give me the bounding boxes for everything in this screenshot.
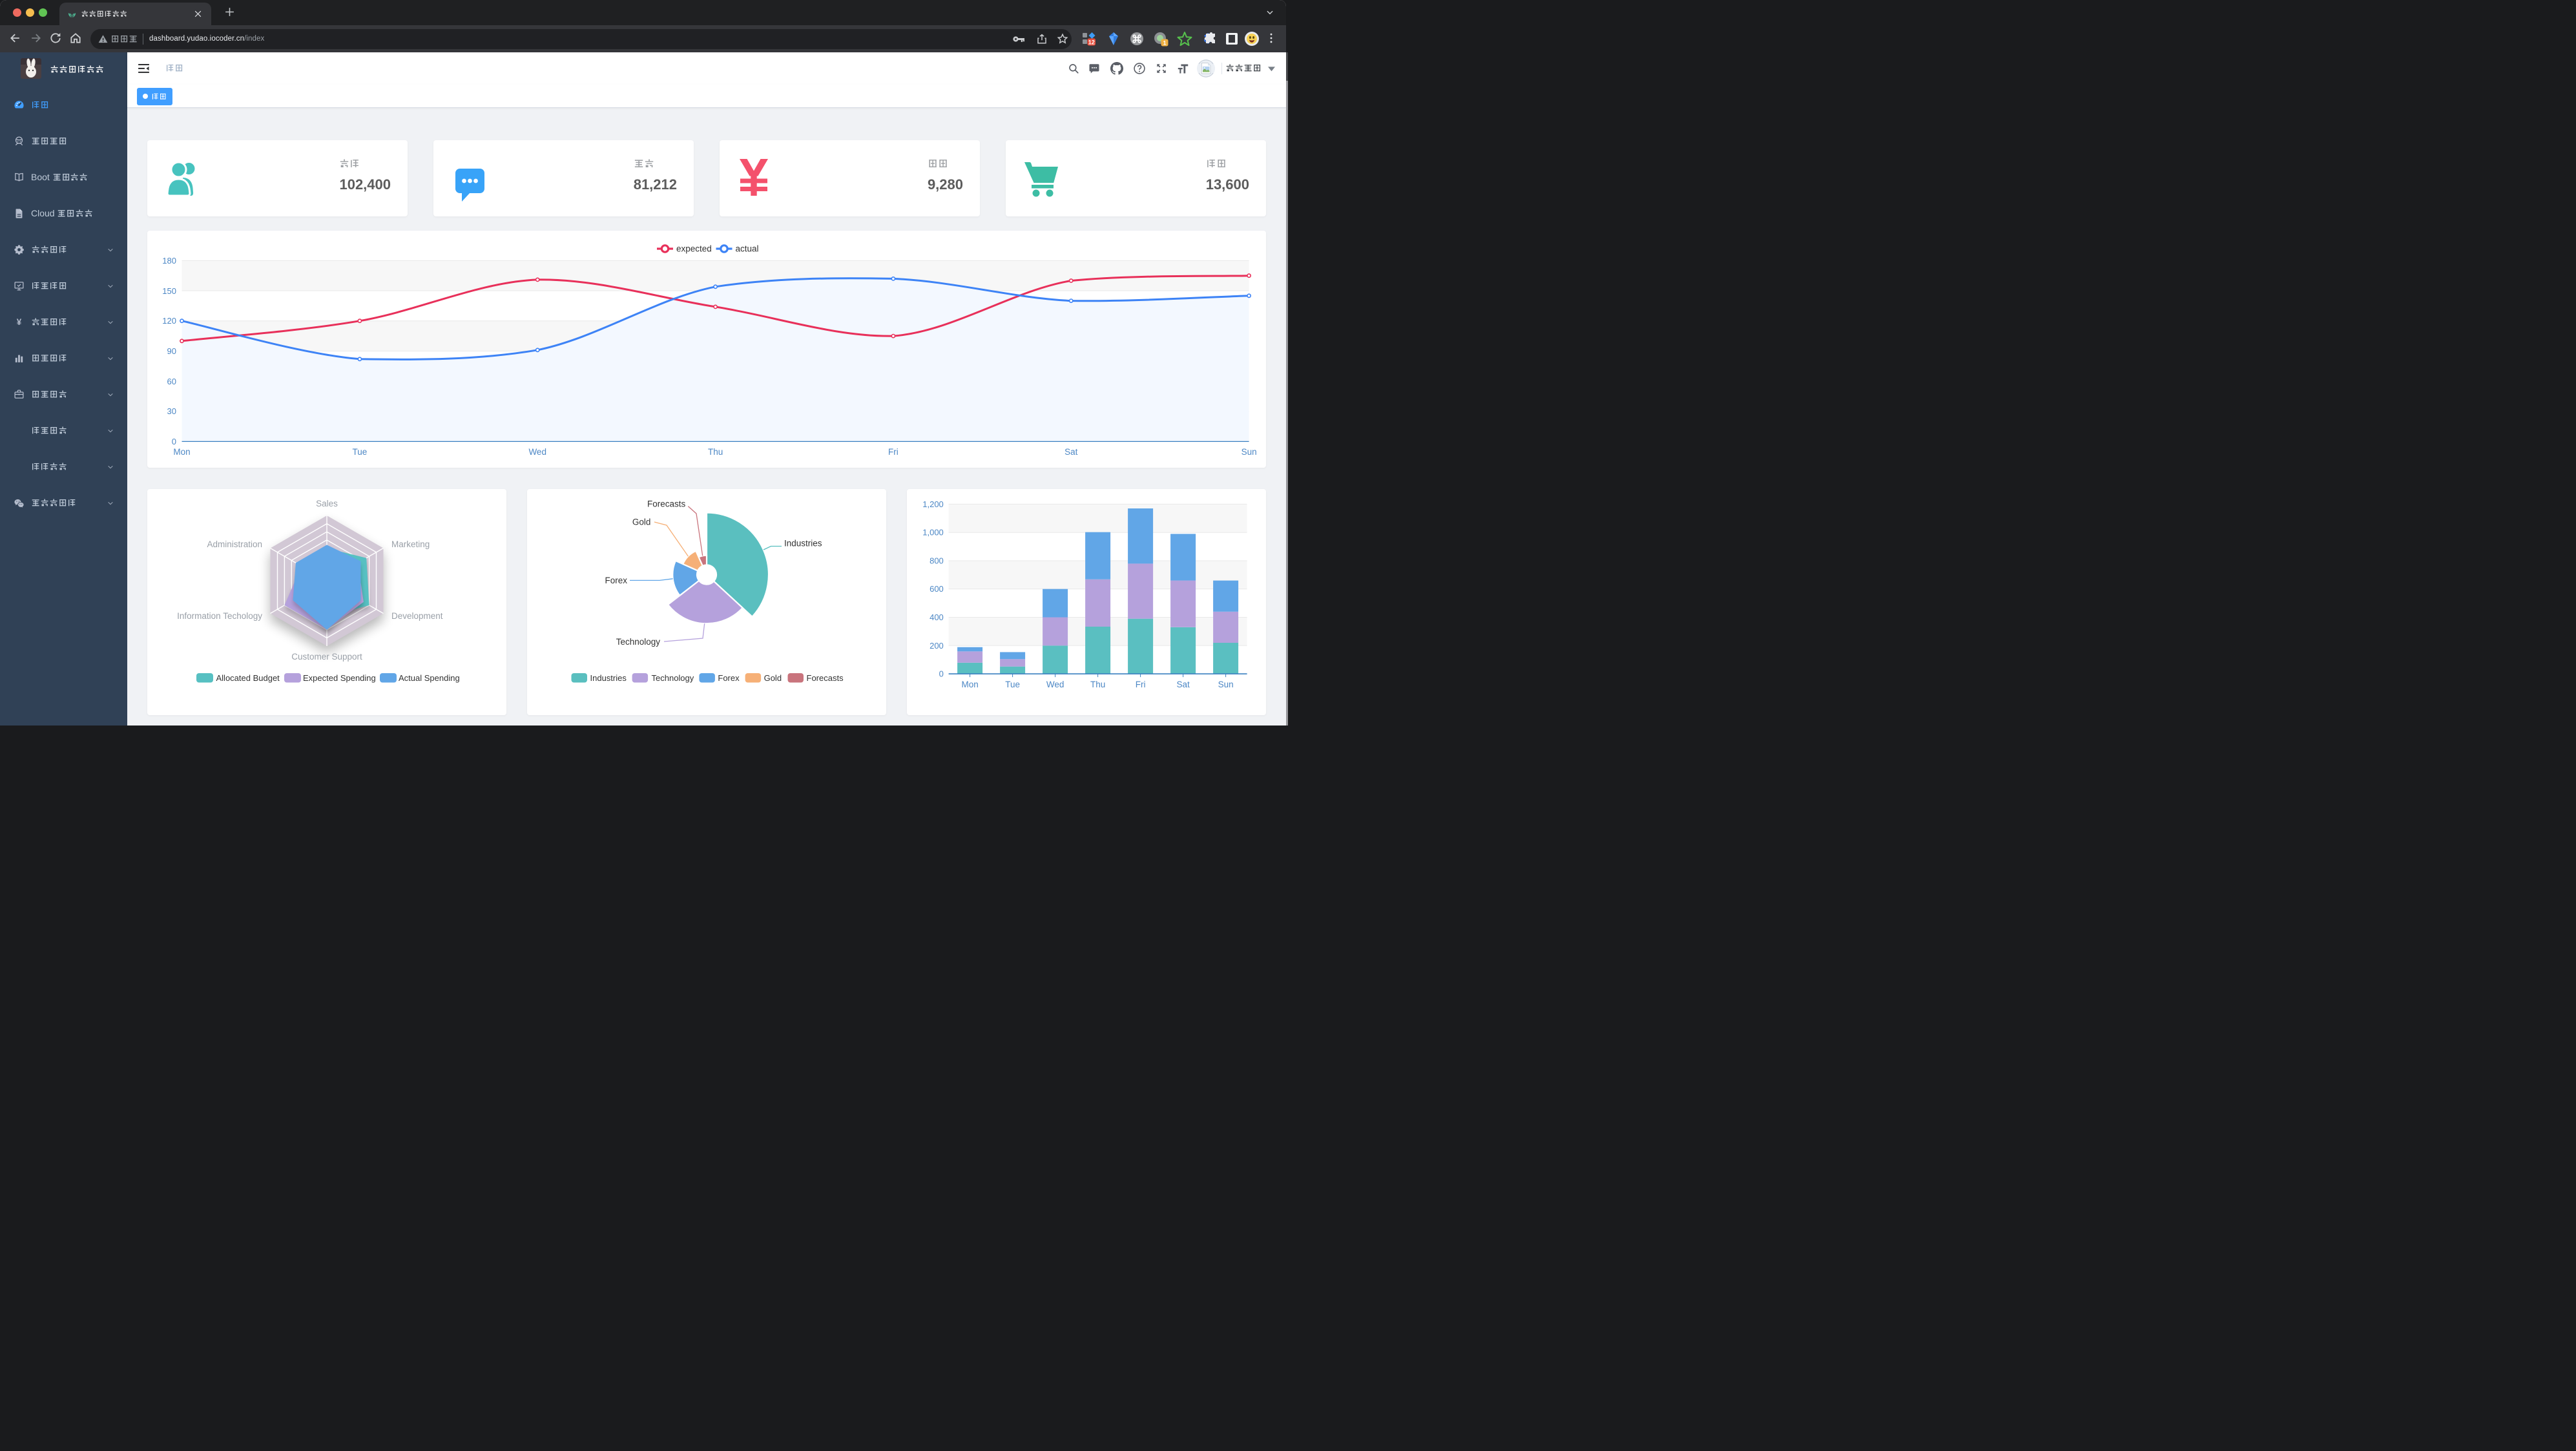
svg-text:200: 200 xyxy=(930,641,944,651)
svg-text:Tue: Tue xyxy=(1005,680,1020,689)
svg-text:Forecasts: Forecasts xyxy=(647,499,686,509)
svg-text:Expected Spending: Expected Spending xyxy=(303,673,376,683)
svg-text:90: 90 xyxy=(167,346,176,356)
svg-text:Marketing: Marketing xyxy=(391,539,430,549)
svg-text:Sat: Sat xyxy=(1176,680,1190,689)
svg-text:Gold: Gold xyxy=(764,673,782,683)
svg-text:800: 800 xyxy=(930,556,944,566)
svg-text:Sun: Sun xyxy=(1218,680,1234,689)
svg-text:400: 400 xyxy=(930,612,944,622)
svg-text:Thu: Thu xyxy=(708,447,723,457)
svg-text:600: 600 xyxy=(930,584,944,594)
svg-text:Fri: Fri xyxy=(888,447,898,457)
svg-text:60: 60 xyxy=(167,377,176,386)
svg-text:Industries: Industries xyxy=(590,673,627,683)
svg-text:180: 180 xyxy=(162,256,176,266)
svg-text:¥: ¥ xyxy=(17,317,22,327)
svg-text:actual: actual xyxy=(736,244,759,254)
svg-text:Tue: Tue xyxy=(353,447,368,457)
svg-text:Thu: Thu xyxy=(1090,680,1105,689)
svg-text:1,200: 1,200 xyxy=(922,499,944,509)
svg-text:Development: Development xyxy=(391,611,443,621)
svg-text:Wed: Wed xyxy=(1046,680,1065,689)
svg-text:Technology: Technology xyxy=(616,637,661,647)
svg-text:Fri: Fri xyxy=(1136,680,1146,689)
svg-text:Administration: Administration xyxy=(207,539,262,549)
svg-text:Technology: Technology xyxy=(652,673,694,683)
svg-text:0: 0 xyxy=(939,669,944,679)
svg-text:Forecasts: Forecasts xyxy=(807,673,844,683)
svg-text:Mon: Mon xyxy=(173,447,190,457)
svg-text:12: 12 xyxy=(1088,39,1095,45)
svg-text:Gold: Gold xyxy=(632,517,651,527)
svg-text:1,000: 1,000 xyxy=(922,528,944,538)
svg-text:expected: expected xyxy=(676,244,712,254)
svg-text:1: 1 xyxy=(1163,39,1166,46)
svg-text:0: 0 xyxy=(172,437,176,446)
svg-text:Information Techology: Information Techology xyxy=(177,611,262,621)
svg-text:Wed: Wed xyxy=(528,447,546,457)
svg-text:Sales: Sales xyxy=(316,499,338,508)
svg-text:Forex: Forex xyxy=(605,576,627,585)
svg-text:120: 120 xyxy=(162,316,176,326)
svg-text:150: 150 xyxy=(162,286,176,296)
svg-text:Actual Spending: Actual Spending xyxy=(399,673,460,683)
svg-text:Forex: Forex xyxy=(718,673,740,683)
svg-text:Sat: Sat xyxy=(1065,447,1078,457)
svg-text:Allocated Budget: Allocated Budget xyxy=(216,673,280,683)
svg-text:30: 30 xyxy=(167,406,176,416)
svg-text:Mon: Mon xyxy=(961,680,978,689)
svg-text:Sun: Sun xyxy=(1241,447,1257,457)
svg-text:Customer Support: Customer Support xyxy=(291,652,362,662)
svg-text:Industries: Industries xyxy=(784,539,822,548)
